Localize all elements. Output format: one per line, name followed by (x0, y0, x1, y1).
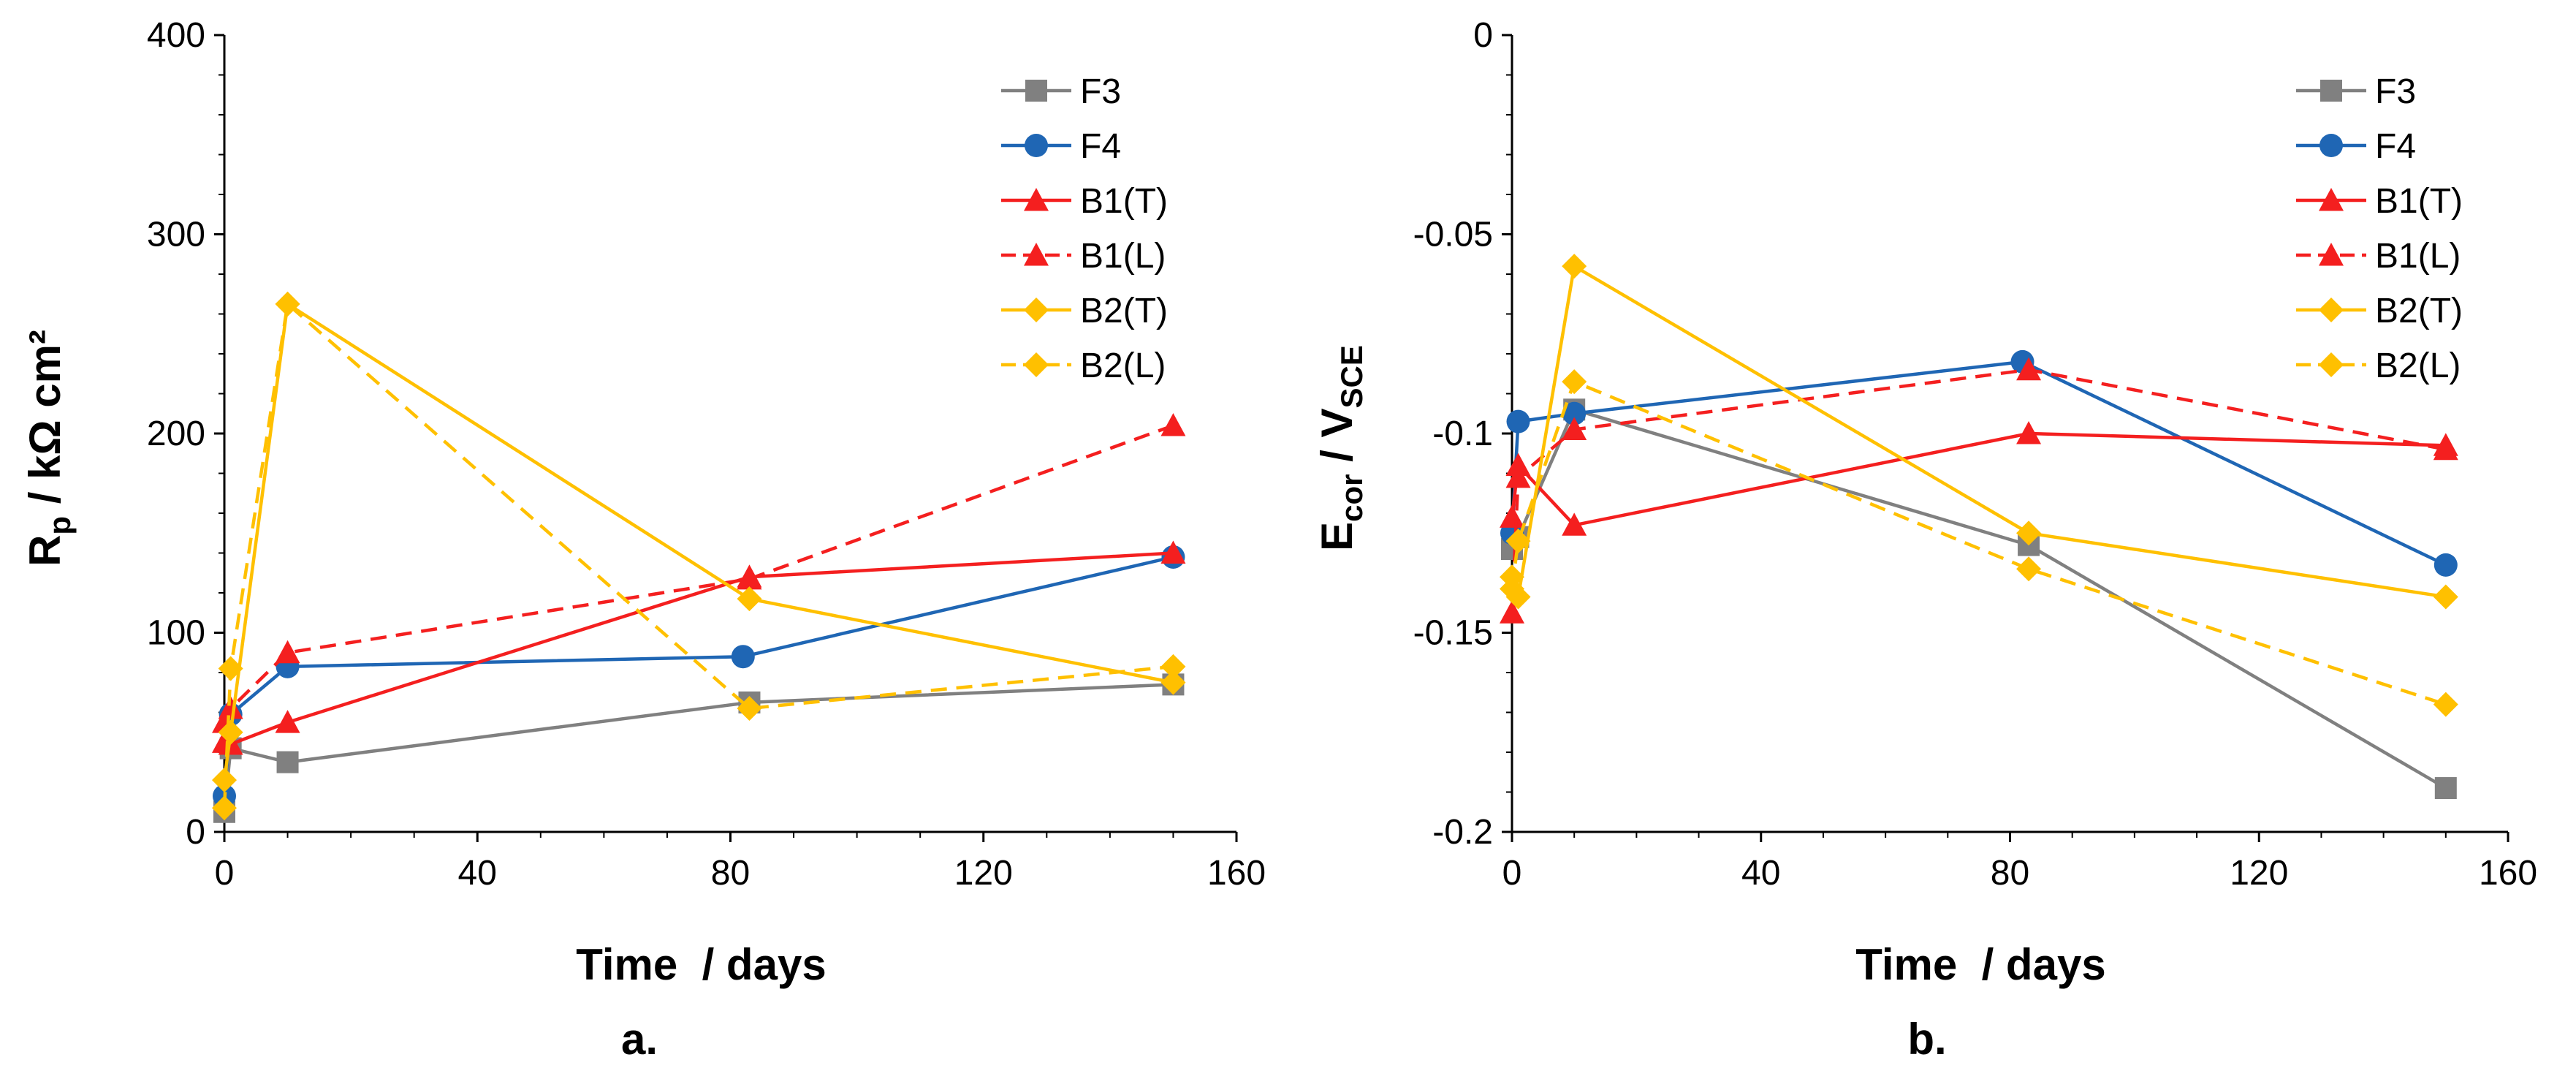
y-tick-label: -0.15 (1413, 614, 1493, 653)
y-tick-label: -0.2 (1432, 813, 1493, 852)
data-point-b2-t (1160, 670, 1186, 695)
legend-marker-b2-t (2319, 298, 2344, 322)
x-tick-label: 0 (215, 854, 235, 893)
legend-label-b1-t: B1(T) (1080, 182, 1168, 221)
data-point-b2-l (1562, 369, 1587, 395)
y-axis-title: Ecor / VSCE (1312, 345, 1369, 551)
y-tick-label: -0.1 (1432, 414, 1493, 453)
legend-marker-b2-t (1024, 298, 1049, 322)
data-point-b2-l (737, 696, 762, 722)
legend-marker-f3 (1025, 80, 1047, 102)
data-point-b2-l (1160, 654, 1186, 679)
y-tick-label: 0 (1473, 16, 1493, 55)
data-point-f4 (2433, 553, 2458, 577)
legend-label-f3: F3 (1080, 72, 1121, 111)
legend-marker-b1-l (2319, 243, 2344, 266)
data-point-b1-l (218, 696, 243, 719)
series-line-f3 (222, 683, 1174, 812)
legend-marker-b1-l (1024, 243, 1049, 266)
data-point-b1-l (1500, 600, 1524, 624)
panel-caption: a. (621, 1015, 658, 1064)
legend-marker-f3 (2320, 80, 2342, 102)
x-tick-label: 40 (458, 854, 497, 893)
data-point-b1-t (1500, 504, 1524, 528)
x-axis-title: Time / days (576, 940, 826, 989)
data-point-b1-l (1505, 464, 1531, 488)
legend-label-f3: F3 (2375, 72, 2416, 111)
y-tick-label: 100 (147, 614, 205, 653)
series-line-b2-l (1510, 379, 2447, 706)
y-tick-label: 300 (147, 216, 205, 254)
legend-marker-b2-l (1024, 352, 1049, 377)
x-tick-label: 120 (954, 854, 1013, 893)
data-point-b2-l (212, 795, 237, 821)
legend-label-b2-t: B2(T) (2375, 292, 2463, 330)
x-axis-title: Time / days (1855, 940, 2105, 989)
data-point-b1-l (737, 566, 762, 590)
y-axis-title: Rp / kΩ cm² (20, 330, 77, 567)
data-point-f4 (1506, 409, 1530, 434)
legend-marker-b1-t (1024, 188, 1049, 211)
legend-label-b2-t: B2(T) (1080, 292, 1168, 330)
data-point-f4 (1562, 401, 1587, 425)
x-tick-label: 80 (711, 854, 750, 893)
data-point-b1-l (2433, 436, 2458, 461)
series-line-f4 (1510, 360, 2447, 567)
legend-marker-b2-l (2319, 352, 2344, 377)
y-tick-label: 0 (186, 813, 205, 852)
data-point-b1-t (1562, 512, 1587, 536)
series-line-b2-l (222, 302, 1174, 809)
data-point-b2-l (2433, 692, 2458, 717)
panel-caption: b. (1907, 1015, 1946, 1064)
legend-label-b2-l: B2(L) (1080, 347, 1166, 385)
legend-marker-f4 (2319, 134, 2343, 157)
x-tick-label: 80 (1991, 854, 2029, 893)
data-point-b1-t (1505, 453, 1531, 477)
data-point-b2-t (1562, 254, 1587, 279)
data-point-b1-l (2016, 357, 2042, 381)
data-point-b2-l (1500, 576, 1524, 602)
legend-marker-f4 (1025, 134, 1048, 157)
data-point-b2-l (275, 291, 300, 317)
series-line-b1-t (224, 551, 1174, 746)
series-line-b1-l (222, 423, 1174, 724)
x-tick-label: 160 (2479, 854, 2537, 893)
x-tick-label: 160 (1207, 854, 1266, 893)
legend-label-b1-t: B1(T) (2375, 182, 2463, 221)
data-point-b2-t (2433, 584, 2458, 610)
data-point-b2-t (2016, 520, 2042, 546)
data-point-f3 (276, 751, 299, 773)
legend-label-b1-l: B1(L) (2375, 237, 2461, 276)
data-point-b1-l (275, 640, 300, 664)
data-point-b2-t (737, 586, 762, 612)
legend-label-f4: F4 (2375, 127, 2416, 166)
legend-marker-b1-t (2319, 188, 2344, 211)
legend-label-b2-l: B2(L) (2375, 347, 2461, 385)
data-point-b1-t (1160, 540, 1186, 564)
y-tick-label: 400 (147, 16, 205, 55)
data-point-f4 (731, 645, 755, 669)
data-point-b2-l (218, 656, 243, 681)
x-tick-label: 120 (2230, 854, 2288, 893)
legend-label-f4: F4 (1080, 127, 1121, 166)
x-tick-label: 0 (1502, 854, 1522, 893)
data-point-f3 (2434, 777, 2457, 800)
y-tick-label: -0.05 (1413, 216, 1493, 254)
data-point-b2-t (218, 719, 243, 745)
legend-label-b1-l: B1(L) (1080, 237, 1166, 276)
data-point-b2-l (2016, 556, 2042, 582)
series-line-f3 (1511, 408, 2447, 790)
series-line-b1-t (1510, 431, 2446, 527)
x-tick-label: 40 (1741, 854, 1780, 893)
data-point-b1-t (275, 710, 300, 733)
data-point-b1-t (2016, 421, 2042, 444)
data-point-b1-l (1160, 413, 1186, 436)
y-tick-label: 200 (147, 414, 205, 453)
data-point-b1-l (1562, 417, 1587, 440)
data-point-b2-l (1505, 529, 1531, 554)
chart-panel-a: 0 100 200 300 400 0 40 80 120 160 Time / days Rp / … (20, 16, 1266, 1064)
